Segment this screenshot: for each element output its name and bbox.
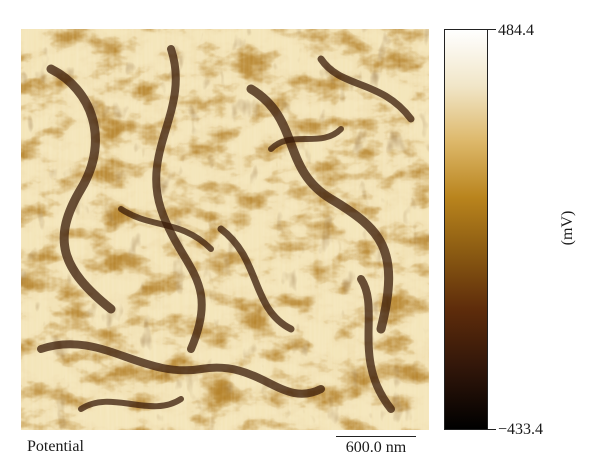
colorbar-bottom-tick: [488, 429, 496, 430]
colorbar-gradient: [444, 29, 488, 430]
scale-bar: [336, 436, 416, 437]
colorbar-min-label: −433.4: [498, 421, 544, 438]
colorbar-top-tick: [488, 29, 496, 30]
scale-bar-label: 600.0 nm: [345, 439, 407, 456]
colorbar-unit-label: (mV): [559, 210, 576, 246]
colorbar-max-label: 484.4: [498, 22, 534, 39]
image-caption: Potential: [27, 438, 84, 455]
surface-potential-map: [21, 29, 429, 430]
